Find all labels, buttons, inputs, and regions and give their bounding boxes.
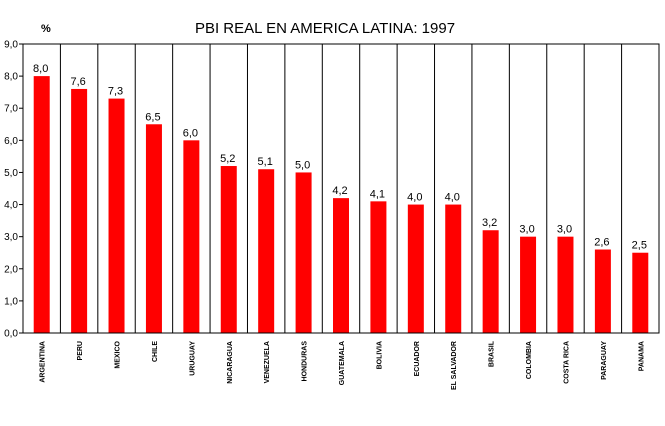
bar	[557, 236, 574, 333]
data-label: 5,1	[258, 156, 273, 168]
category-label: URUGUAY	[189, 341, 196, 376]
bar	[445, 204, 462, 333]
category-label: BRASIL	[489, 340, 496, 367]
bar	[594, 249, 611, 333]
data-label: 5,0	[295, 159, 310, 171]
y-axis-label: %	[41, 23, 51, 35]
bar	[407, 204, 424, 333]
y-tick-label: 0,0	[4, 329, 18, 340]
bar	[632, 252, 649, 333]
bar	[482, 230, 499, 333]
bar	[220, 166, 237, 333]
y-tick-label: 4,0	[4, 200, 18, 211]
y-tick-label: 6,0	[4, 136, 18, 147]
category-labels: ARGENTINA PERU MEXICO CHILE URUGUAY NICARAGUA…	[40, 340, 646, 390]
plot-frame	[22, 43, 660, 334]
data-label: 8,0	[33, 63, 48, 75]
data-label: 2,6	[594, 237, 609, 249]
category-label: VENEZUELA	[264, 341, 271, 383]
bar	[33, 76, 50, 333]
category-label: PANAMA	[638, 341, 645, 371]
category-label: ARGENTINA	[40, 341, 47, 383]
category-label: PERU	[77, 341, 84, 360]
data-label: 7,3	[108, 86, 123, 98]
data-label: 6,0	[183, 127, 198, 139]
data-label: 4,1	[370, 188, 385, 200]
bar	[520, 236, 537, 333]
data-label: 4,0	[407, 192, 422, 204]
chart-title: PBI REAL EN AMERICA LATINA: 1997	[195, 20, 455, 37]
category-label: COLOMBIA	[526, 341, 533, 379]
bar	[333, 198, 349, 333]
data-label: 6,5	[145, 111, 160, 123]
bar	[370, 201, 387, 333]
data-label: 4,2	[332, 185, 347, 197]
y-tick-label: 3,0	[4, 232, 18, 243]
category-label: EL SALVADOR	[451, 341, 458, 390]
bar	[183, 140, 200, 333]
data-label: 2,5	[632, 240, 647, 252]
y-tick-label: 2,0	[4, 264, 18, 275]
y-tick-label: 7,0	[4, 104, 18, 115]
category-label: PARAGUAY	[601, 341, 608, 380]
y-ticks: 0,0 1,0 2,0 3,0 4,0 5,0 6,0 7,0 8,0 9,0	[4, 40, 23, 340]
category-label: CHILE	[152, 341, 159, 362]
grid	[59, 44, 623, 333]
category-label: HONDURAS	[302, 341, 309, 382]
data-label: 3,2	[482, 217, 497, 229]
data-label: 3,0	[557, 224, 572, 236]
data-label: 5,2	[220, 153, 235, 165]
y-tick-label: 9,0	[4, 40, 18, 51]
bars	[33, 76, 649, 334]
data-label: 7,6	[70, 76, 85, 88]
bar	[295, 172, 312, 333]
data-label: 4,0	[445, 192, 460, 204]
bar	[258, 169, 275, 333]
y-tick-label: 8,0	[4, 72, 18, 83]
bar	[71, 88, 88, 333]
y-tick-label: 5,0	[4, 168, 18, 179]
bar	[145, 124, 162, 334]
category-label: GUATEMALA	[339, 341, 346, 385]
category-label: BOLIVIA	[376, 341, 383, 369]
category-label: ECUADOR	[414, 341, 421, 376]
bar	[108, 98, 125, 333]
data-labels: 8,0 7,6 7,3 6,5 6,0 5,2 5,1 5,0 4,2 4,1 4,0 4,0 3,2 3…	[33, 63, 647, 252]
category-label: NICARAGUA	[227, 341, 234, 384]
category-label: MEXICO	[115, 340, 122, 368]
data-label: 3,0	[519, 224, 534, 236]
y-tick-label: 1,0	[4, 296, 18, 307]
category-label: COSTA RICA	[563, 341, 570, 384]
